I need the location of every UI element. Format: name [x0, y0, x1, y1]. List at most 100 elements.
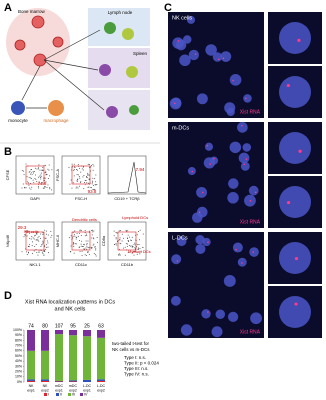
event-dot: [43, 188, 45, 190]
event-dot: [80, 243, 82, 245]
event-dot: [73, 163, 75, 165]
event-dot: [90, 170, 92, 172]
event-dot: [42, 241, 44, 243]
tissue-box: [88, 90, 150, 130]
event-dot: [135, 250, 137, 252]
event-dot: [131, 246, 133, 248]
legend-label: II: [60, 393, 62, 397]
event-dot: [34, 235, 36, 237]
event-dot: [93, 243, 95, 245]
event-dot: [127, 240, 129, 242]
event-dot: [95, 249, 97, 251]
rna-signal: [235, 248, 237, 251]
event-dot: [81, 250, 83, 252]
bar-segment: [55, 381, 63, 382]
event-dot: [46, 173, 48, 175]
event-dot: [87, 251, 89, 253]
bar-segment: [27, 380, 35, 382]
stats-line: Type III: n.s.: [124, 366, 149, 371]
x-tick-label: L-DC: [97, 384, 106, 388]
event-dot: [92, 188, 94, 190]
event-dot: [21, 251, 23, 253]
event-dot: [92, 229, 94, 231]
event-dot: [44, 250, 46, 252]
event-dot: [78, 240, 80, 242]
event-dot: [139, 253, 141, 255]
event-dot: [125, 243, 127, 245]
rna-signal: [249, 200, 252, 202]
event-dot: [96, 237, 98, 239]
event-dot: [85, 179, 87, 181]
event-dot: [91, 183, 93, 185]
x-tick-label: mDC: [55, 384, 63, 388]
rna-signal: [232, 79, 234, 82]
bar-segment: [27, 330, 35, 351]
event-dot: [47, 234, 49, 236]
event-dot: [31, 186, 33, 188]
y-tick-label: 40%: [15, 359, 22, 363]
event-dot: [95, 181, 97, 183]
event-dot: [127, 230, 129, 232]
event-dot: [39, 175, 41, 177]
event-dot: [51, 169, 53, 171]
bar-segment: [41, 350, 49, 380]
rna-signal: [202, 191, 204, 194]
event-dot: [45, 233, 47, 235]
event-dot: [134, 250, 136, 252]
gate: [25, 231, 45, 251]
event-dot: [87, 247, 89, 249]
event-dot: [132, 245, 134, 247]
event-dot: [75, 187, 77, 189]
event-dot: [35, 178, 37, 180]
event-dot: [45, 244, 47, 246]
rna-signal: [243, 163, 246, 166]
event-dot: [45, 164, 47, 166]
event-dot: [71, 187, 73, 189]
axis-label: CFSE: [5, 169, 10, 180]
axis-label: FSC-H: [75, 196, 87, 201]
nucleus: [223, 274, 236, 287]
event-dot: [28, 246, 30, 248]
event-dot: [88, 178, 90, 180]
event-dot: [80, 171, 82, 173]
label: macrophage: [43, 118, 69, 123]
event-dot: [77, 187, 79, 189]
rna-signal: [245, 97, 247, 100]
cell: [11, 101, 25, 115]
cell: [129, 105, 139, 115]
event-dot: [136, 234, 138, 236]
event-dot: [85, 255, 87, 257]
bar-segment: [55, 330, 63, 335]
event-dot: [127, 251, 129, 253]
bar-segment: [41, 330, 49, 351]
event-dot: [47, 252, 49, 254]
bar-segment: [69, 330, 77, 336]
stain-label: Xist RNA: [240, 329, 261, 335]
event-dot: [137, 244, 139, 246]
rna-signal: [245, 158, 248, 160]
event-dot: [42, 169, 44, 171]
event-dot: [142, 233, 144, 235]
event-dot: [30, 177, 32, 179]
rna-signal: [297, 38, 301, 42]
y-tick-label: 80%: [15, 338, 22, 342]
nucleus: [204, 142, 214, 151]
event-dot: [84, 179, 86, 181]
rna-signal: [241, 124, 243, 127]
micrograph: [168, 232, 264, 338]
event-dot: [92, 181, 94, 183]
nucleus: [279, 132, 311, 164]
event-dot: [36, 233, 38, 235]
event-dot: [28, 184, 30, 186]
event-dot: [41, 244, 43, 246]
event-dot: [40, 174, 42, 176]
event-dot: [119, 237, 121, 239]
event-dot: [36, 239, 38, 241]
bar-segment: [41, 379, 49, 381]
label: Lymph node: [108, 10, 133, 15]
event-dot: [115, 242, 117, 244]
nucleus: [196, 93, 208, 105]
nucleus: [170, 97, 182, 108]
population-label: NK cells: [24, 229, 39, 234]
bar-segment: [83, 379, 91, 382]
